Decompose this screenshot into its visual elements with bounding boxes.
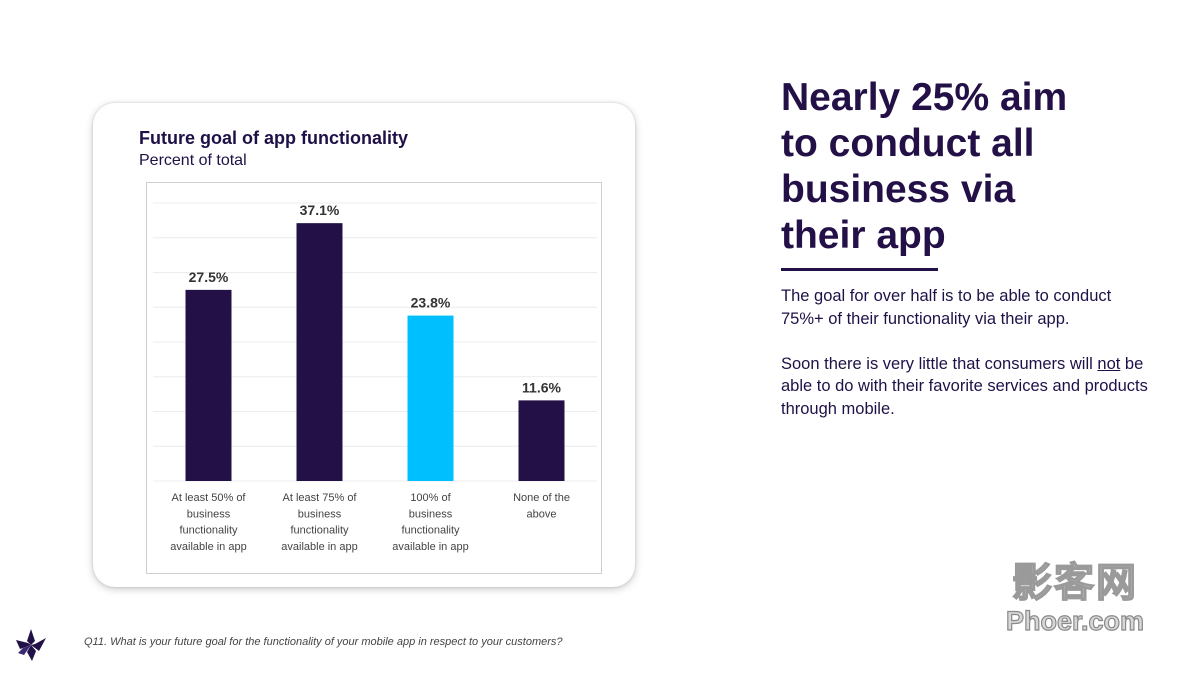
data-label: 37.1% — [300, 202, 340, 218]
bar — [407, 315, 454, 481]
headline-line: business via — [781, 168, 1016, 211]
category-label: At least 50% of business functionality avai… — [170, 492, 246, 553]
emphasis-not: not — [1097, 354, 1121, 373]
watermark-latin: Phoer.com — [1005, 605, 1145, 636]
data-label: 11.6% — [522, 379, 561, 395]
headline: Nearly 25% aim to conduct all business v… — [781, 75, 1161, 259]
chart-card: Future goal of app functionality Percent… — [93, 103, 635, 587]
body-text-fragment: Soon there is very little that consumers… — [781, 354, 1098, 373]
headline-line: their app — [781, 214, 946, 257]
chart-subtitle: Percent of total — [139, 152, 247, 169]
body-text-fragment: be able to do with their favorite servic… — [781, 354, 1148, 418]
data-label: 23.8% — [411, 295, 451, 311]
body-paragraph-2: Soon there is very little that consumers… — [781, 353, 1151, 421]
bar — [185, 289, 232, 481]
category-label: At least 75% of business functionality avai… — [281, 492, 357, 553]
headline-line: to conduct all — [781, 122, 1035, 165]
body-paragraph-1: The goal for over half is to be able to … — [781, 287, 1112, 328]
data-label: 27.5% — [189, 269, 229, 285]
footnote: Q11. What is your future goal for the fu… — [84, 636, 563, 648]
headline-line: Nearly 25% aim — [781, 76, 1068, 119]
bar — [296, 223, 343, 481]
watermark-chinese: 影客网 — [1011, 560, 1138, 606]
chart-title: Future goal of app functionality — [139, 128, 408, 148]
plot-area: 27.5% At least 50% of business functionalit… — [146, 182, 602, 574]
brand-logo-icon — [16, 629, 46, 661]
category-label: 100% of business functionality available in… — [392, 492, 468, 553]
category-label: None of the above — [513, 492, 570, 520]
bar — [518, 400, 565, 481]
headline-underline — [781, 268, 938, 271]
bar-chart: 27.5% At least 50% of business functionalit… — [153, 202, 597, 553]
body-text: The goal for over half is to be able to … — [781, 285, 1151, 420]
watermark: 影客网 Phoer.com — [990, 560, 1160, 636]
